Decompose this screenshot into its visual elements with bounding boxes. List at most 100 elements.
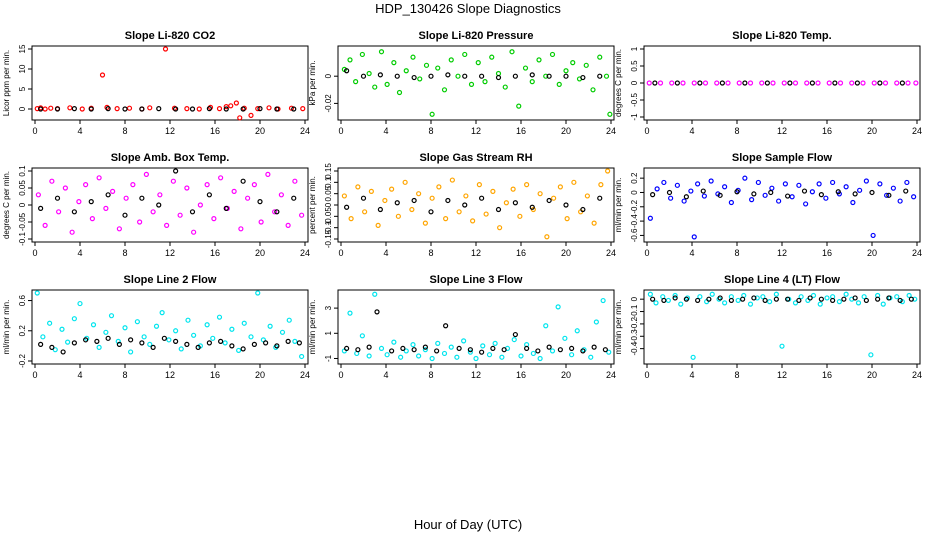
sample-point xyxy=(882,80,889,86)
sample-point xyxy=(359,51,365,58)
x-tick-label: 0 xyxy=(338,126,343,136)
sample-point xyxy=(79,106,85,112)
sample-point xyxy=(416,353,422,359)
hourly-point xyxy=(557,347,563,353)
sample-point xyxy=(300,105,306,112)
sample-point xyxy=(486,352,493,358)
sample-point xyxy=(603,73,610,79)
sample-point xyxy=(96,175,102,181)
chart-panel-7: Slope Line 2 Flow ml/min per min. -0.2 0.2 0… xyxy=(2,274,310,380)
y-tick-label: 0.05 xyxy=(18,180,27,196)
sample-point xyxy=(904,179,910,186)
hourly-point xyxy=(116,341,122,347)
sample-point xyxy=(423,62,430,68)
hourly-point xyxy=(139,340,145,346)
sample-point xyxy=(911,194,917,200)
chart-title: Slope Line 4 (LT) Flow xyxy=(724,274,840,286)
sample-point xyxy=(355,184,361,190)
x-tick-label: 20 xyxy=(561,248,571,258)
sample-point xyxy=(292,338,298,344)
sample-point xyxy=(809,189,815,195)
sample-point xyxy=(857,187,863,193)
x-tick-label: 24 xyxy=(606,126,616,136)
sample-point xyxy=(89,216,95,222)
x-tick-label: 0 xyxy=(32,126,37,136)
sample-point xyxy=(742,175,748,181)
sample-point xyxy=(537,355,543,362)
x-tick-label: 4 xyxy=(689,370,694,380)
sample-point xyxy=(817,301,823,307)
plot-frame xyxy=(337,45,615,121)
y-tick-label: 0 xyxy=(18,202,27,207)
sample-point xyxy=(375,222,381,228)
sample-point xyxy=(403,68,409,74)
hourly-point xyxy=(580,206,586,213)
sample-point xyxy=(147,341,153,347)
y-tick-label: 1 xyxy=(324,331,333,336)
hourly-point xyxy=(257,199,263,205)
sample-point xyxy=(796,182,802,188)
sample-point xyxy=(286,317,292,323)
sample-point xyxy=(255,105,261,112)
sample-point xyxy=(378,49,385,55)
sample-point xyxy=(537,191,543,197)
hourly-point xyxy=(869,189,875,196)
hourly-point xyxy=(251,341,257,347)
sample-point xyxy=(798,294,804,300)
sample-point xyxy=(391,59,397,66)
hourly-point xyxy=(173,168,179,174)
sample-point xyxy=(597,54,603,60)
hourly-point xyxy=(591,344,597,350)
sample-point xyxy=(661,179,667,186)
sample-point xyxy=(495,70,502,77)
x-tick-label: 20 xyxy=(255,370,265,380)
sample-point xyxy=(441,87,448,93)
sample-point xyxy=(816,181,822,187)
sample-point xyxy=(436,184,442,190)
sample-point xyxy=(511,336,517,343)
sample-point xyxy=(69,229,75,235)
hourly-point xyxy=(274,106,280,112)
hourly-point xyxy=(344,204,350,210)
hourly-point xyxy=(886,192,892,198)
sample-point xyxy=(497,225,503,231)
hourly-point xyxy=(139,195,145,201)
sample-point xyxy=(510,186,516,192)
hourly-point xyxy=(672,295,678,301)
sample-point xyxy=(574,328,580,334)
y-tick-label: -0.05 xyxy=(324,207,333,226)
sample-point xyxy=(672,292,678,299)
sample-point xyxy=(728,199,734,206)
hourly-point xyxy=(394,73,400,79)
y-tick-label: -0.02 xyxy=(324,94,333,113)
y-tick-label: -0.15 xyxy=(324,229,333,248)
sample-point xyxy=(871,80,877,86)
y-tick-label: 0.1 xyxy=(18,165,27,177)
x-tick-label: 20 xyxy=(867,370,877,380)
x-tick-label: 4 xyxy=(383,370,388,380)
sample-point xyxy=(830,179,836,186)
hourly-point xyxy=(535,348,541,354)
sample-point xyxy=(204,182,210,188)
sample-point xyxy=(59,326,65,332)
x-tick-label: 24 xyxy=(912,248,922,258)
hourly-point xyxy=(206,105,212,112)
hourly-point xyxy=(445,197,451,204)
sample-point xyxy=(593,319,599,325)
sample-point xyxy=(468,81,475,87)
x-tick-label: 8 xyxy=(122,248,127,258)
sample-point xyxy=(665,297,671,304)
sample-point xyxy=(422,220,428,226)
sample-point xyxy=(606,349,612,355)
sample-point xyxy=(77,300,83,307)
sample-point xyxy=(736,80,742,86)
sample-point xyxy=(292,178,298,184)
sample-point xyxy=(894,294,900,300)
hourly-point xyxy=(173,338,179,344)
hourly-point xyxy=(650,192,656,198)
sample-point xyxy=(691,80,697,86)
sample-point xyxy=(237,115,243,121)
sample-point xyxy=(690,354,696,360)
sample-point xyxy=(598,182,604,188)
y-tick-label: 0 xyxy=(630,296,639,301)
